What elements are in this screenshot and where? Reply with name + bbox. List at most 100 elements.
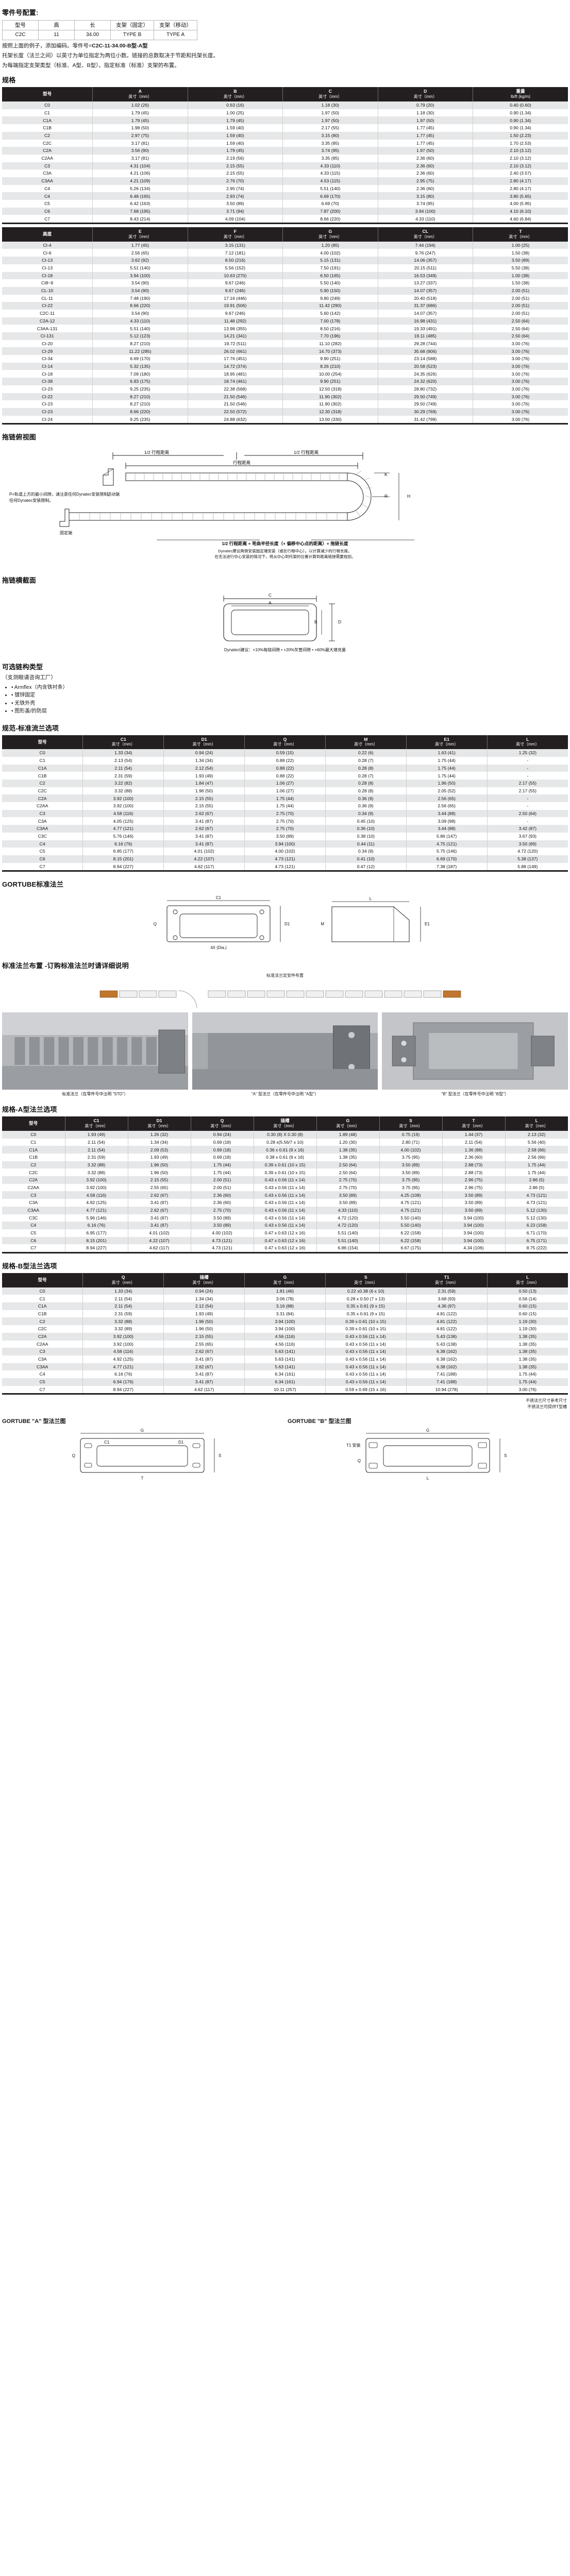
cell-model: CI-23 <box>2 400 93 408</box>
table-row: CI-18 7.09 (180) 18.95 (481) 10.00 (254) 24.… <box>2 370 568 378</box>
flange-layout-heading: 标准法兰布置 -订购标准法兰时请详细说明 <box>2 962 129 970</box>
column-header-G: G 英寸（mm） <box>282 227 378 242</box>
cell-value: 1.97 (50) <box>378 116 473 125</box>
table-row: C3A 4.21 (106) 2.15 (55) 4.33 (115) 2.36 (60… <box>2 170 568 177</box>
cell-value: 14.72 (374) <box>188 362 283 370</box>
cell-value: 9.90 (251) <box>282 378 378 385</box>
cell-model: C4 <box>2 192 93 200</box>
column-header-L: L 英寸（mm） <box>487 735 568 750</box>
cell-value: - <box>527 773 529 778</box>
cell-value: 0.88 (22) <box>244 772 326 779</box>
cell-value: 0.47 x 0.63 (12 x 16) <box>254 1244 317 1254</box>
cell-model: C3A <box>2 170 93 177</box>
cell-value: 1.63 (41) <box>406 749 488 757</box>
cell-value: 0.43 x 0.56 (11 x 14) <box>254 1222 317 1229</box>
cell-value: 5.76 (146) <box>82 832 164 840</box>
cell-value: 4.31 (104) <box>92 162 188 170</box>
cell-value: 2.50 (64) <box>316 1168 380 1177</box>
cell-value: 3.75 (95) <box>379 1154 443 1161</box>
cell-value: 7.48 (190) <box>92 294 188 302</box>
cell-value: 3.17 (81) <box>92 154 188 162</box>
table-row: C2 3.32 (88) 1.96 (50) 3.94 (100) 0.39 x 0.6… <box>2 1317 568 1326</box>
cell-value: - <box>527 803 529 809</box>
cell-value: 3.94 (100) <box>92 272 188 280</box>
column-header-unit: 英寸（mm） <box>525 1123 548 1128</box>
cell-model: C1B <box>2 1154 65 1161</box>
pn-note-code: C2C-11-34.00-B型-A型 <box>92 42 148 49</box>
cell-value: 2.10 (3.12) <box>510 163 531 168</box>
cell-value: 0.90 (1.34) <box>510 110 531 115</box>
column-header-model: 高度 <box>2 227 93 242</box>
cell-value: 3.92 (100) <box>82 802 164 810</box>
cell-model: C1A <box>2 764 83 772</box>
cell-value: 4.73 (121) <box>526 1192 547 1198</box>
cell-value: 9.25 (235) <box>92 385 188 393</box>
catalog-page: 零件号配置: 型号 高 长 支架（固定） 支架（移动） C2C 11 34.00… <box>0 7 570 1496</box>
cell-value: 4.73 (121) <box>191 1236 254 1245</box>
cell-value: 3.00 (76) <box>511 371 530 377</box>
cell-model: C3AA <box>2 825 83 833</box>
cell-value: 2.75 (70) <box>244 817 326 825</box>
cell-value: 4.75 (121) <box>379 1199 443 1207</box>
flange-a-header-row: 型号 C1 英寸（mm） D1 英寸（mm） Q 英寸（mm） 插槽 英寸（mm） G 英寸（mm）… <box>2 1116 568 1131</box>
cell-value: 0.28 x(5.56/7 x 10) <box>254 1138 317 1146</box>
specs2-table: 高度 E 英寸（mm） F 英寸（mm） G 英寸（mm） CL 英寸（mm） T 英寸（mm） C… <box>2 227 568 425</box>
cross-section-svg: C A D B Dynatect建议：+10%每链间隙 • +20%灰管间隙 •… <box>223 592 346 652</box>
cell-value: 4.77 (121) <box>65 1206 128 1214</box>
cell-value: 2.36 (60) <box>378 184 473 193</box>
cell-value: 8.27 (210) <box>92 340 188 348</box>
table-row: CI-29 11.22 (285) 26.02 (661) 14.70 (373) 35… <box>2 347 568 355</box>
cell-value: 24.88 (632) <box>188 415 283 425</box>
table-row: C7 8.94 (227) 4.62 (117) 4.73 (121) 0.47 x 0… <box>2 1244 568 1254</box>
cell-value: 3.62 (92) <box>92 257 188 264</box>
ga-t-label: T <box>141 1476 144 1481</box>
cell-value: 2.95 (74) <box>188 184 283 193</box>
cell-model: C7 <box>2 862 83 872</box>
cell-value: 5.12 (123) <box>92 332 188 340</box>
cell-value: 3.35 (85) <box>282 139 378 147</box>
column-header-model: 型号 <box>2 87 93 102</box>
cell-value: 2.50 (64) <box>511 333 530 339</box>
cell-value: 6.38 (162) <box>406 1355 488 1363</box>
cell-value: 5.63 (141) <box>244 1348 326 1355</box>
options-sub: （支测眼请咨询工厂） <box>2 674 56 681</box>
table-row: C2AA 3.92 (100) 2.55 (65) 2.00 (51) 0.43 x 0… <box>2 1183 568 1192</box>
cell-value: 3.00 (76) <box>511 348 530 354</box>
cell-value: 1.00 (25) <box>188 109 283 117</box>
flange-photo-b-image <box>382 1012 568 1090</box>
cell-value: 3.41 (87) <box>128 1214 191 1222</box>
cell-value: 3.00 (76) <box>511 386 530 392</box>
cell-value: 1.75 (44) <box>191 1168 254 1177</box>
cell-value: 1.59 (40) <box>188 139 283 147</box>
cell-value: 8.50 (216) <box>188 257 283 264</box>
part-number-table: 型号 高 长 支架（固定） 支架（移动） C2C 11 34.00 TYPE B… <box>2 20 197 40</box>
cell-model: CI-29 <box>2 347 93 355</box>
cell-value: 8.50 (216) <box>282 325 378 333</box>
cell-value: 2.17 (55) <box>518 788 537 793</box>
cell-value: 0.88 (22) <box>244 764 326 772</box>
cell-value: 3.41 (87) <box>163 840 245 848</box>
cell-model: C6 <box>2 207 93 215</box>
cell-value: 29.50 (749) <box>378 400 473 408</box>
table-row: C7 8.43 (214) 4.09 (104) 8.66 (220) 4.33 (11… <box>2 215 568 225</box>
cell-value: 2.75 (70) <box>316 1176 380 1184</box>
cell-value: 2.10 (3.12) <box>510 148 531 154</box>
cell-value: 0.28 (8) <box>325 764 407 772</box>
table-row: CI-24 9.25 (235) 24.88 (632) 13.00 (330) 31.… <box>2 415 568 425</box>
cell-value: 1.93 (49) <box>163 1310 245 1318</box>
cell-value: 4.62 (117) <box>163 1385 245 1395</box>
part-number-note-3: 为每端指定支架类型（标准、A型、B型）。指定标准（标准）支架的布置。 <box>2 62 180 69</box>
cell-value: 21.50 (546) <box>188 400 283 408</box>
gortube-flange-svg: C1 D1 4X (Dia.) Q L E1 M <box>154 895 430 950</box>
cell-value: 1.20 (30) <box>316 1138 380 1146</box>
cell-value: 2.11 (54) <box>82 764 164 772</box>
gb-s-label: S <box>504 1453 507 1458</box>
cell-value: 21.50 (546) <box>188 393 283 401</box>
cell-value: 4.00 (102) <box>282 249 378 257</box>
cell-value: 2.15 (55) <box>163 802 245 810</box>
cell-model: C2 <box>2 131 93 140</box>
cell-model: CI-34 <box>2 355 93 363</box>
cell-value: 9.25 (235) <box>92 415 188 425</box>
flange-std-heading: 规范-标准流兰选项 <box>2 724 59 732</box>
cell-value: 2.75 (70) <box>244 809 326 818</box>
